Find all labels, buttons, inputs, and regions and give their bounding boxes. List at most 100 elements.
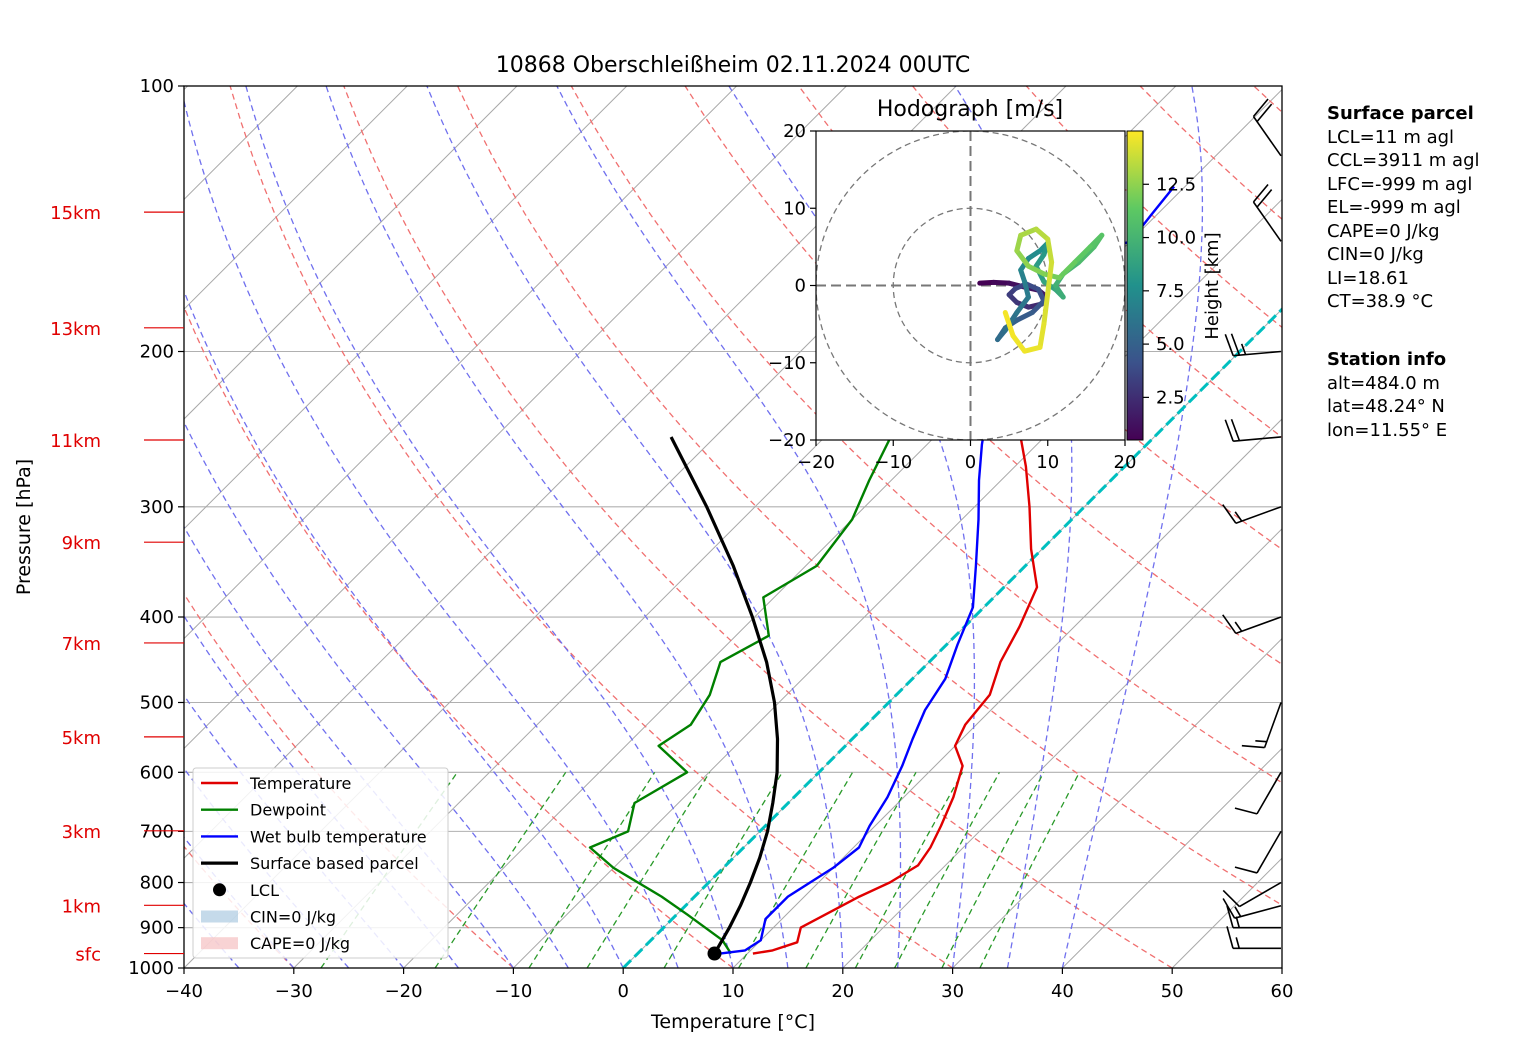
x-tick-label: −10 xyxy=(494,981,532,1002)
hodograph-segment xyxy=(1014,294,1031,316)
x-tick-label: −40 xyxy=(165,981,203,1002)
hodograph-segment xyxy=(1041,290,1051,327)
station-info-title: Station info xyxy=(1327,349,1447,370)
colorbar-tick-label: 7.5 xyxy=(1156,281,1185,302)
height-marker-label: 11km xyxy=(50,431,101,452)
mixing-ratio-line xyxy=(941,772,1045,968)
height-marker-label: sfc xyxy=(75,945,101,966)
barb-flag xyxy=(1226,905,1234,928)
legend: Temperature Dewpoint Wet bulb temperature S… xyxy=(192,767,449,959)
moist-adiabat xyxy=(184,289,624,968)
mixing-ratio-lines xyxy=(320,771,1081,968)
legend-label: CIN=0 J/kg xyxy=(250,908,336,927)
y-tick-label: 200 xyxy=(140,342,174,363)
barb-staff xyxy=(1233,350,1282,357)
colorbar-ticks: 2.5 5.0 7.5 10.0 12.5 xyxy=(1143,174,1196,408)
y-tick-label: 300 xyxy=(140,497,174,518)
height-marker-label: 5km xyxy=(62,728,101,749)
y-tick-label: 1000 xyxy=(128,958,174,979)
barb-staff xyxy=(1252,201,1282,242)
mixing-ratio-line xyxy=(586,771,711,968)
x-tick-label: 0 xyxy=(617,981,628,1002)
dry-adiabat xyxy=(229,86,953,968)
height-marker-label: 9km xyxy=(62,533,101,554)
hodograph-segment xyxy=(1014,310,1035,323)
parcel-line-lfc: LFC=-999 m agl xyxy=(1327,173,1473,195)
isotherm-line xyxy=(184,86,408,310)
wind-barb xyxy=(1252,98,1282,157)
moist-adiabat xyxy=(184,420,569,968)
barb-flag xyxy=(1222,898,1236,919)
legend-box xyxy=(192,767,449,959)
station-line-lat: lat=48.24° N xyxy=(1327,396,1445,417)
hodograph-title: Hodograph [m/s] xyxy=(877,97,1063,122)
parcel-line-ccl: CCL=3911 m agl xyxy=(1327,150,1480,171)
y-tick-label: 600 xyxy=(140,762,174,783)
wind-barb xyxy=(1222,898,1282,919)
barb-flag xyxy=(1226,926,1234,949)
hodograph-segment xyxy=(1033,226,1051,242)
barb-flag xyxy=(1230,418,1241,441)
x-tick-label: 30 xyxy=(941,981,964,1002)
legend-label: Wet bulb temperature xyxy=(250,827,427,846)
wind-barbs xyxy=(1222,98,1282,950)
hodograph-ticks: −20 −10 0 10 20 −20 −10 0 10 20 xyxy=(768,121,1136,473)
dry-adiabat xyxy=(457,86,1282,906)
station-line-lon: lon=11.55° E xyxy=(1327,419,1448,441)
legend-swatch-patch xyxy=(201,937,238,950)
hodograph-x-tick-label: 20 xyxy=(1114,452,1137,473)
isotherm-line xyxy=(513,198,1282,968)
height-marker-label: 3km xyxy=(62,822,101,843)
height-marker-label: 15km xyxy=(50,203,101,224)
legend-label: CAPE=0 J/kg xyxy=(250,934,350,953)
barb-flag xyxy=(1252,183,1269,203)
hodograph-segment xyxy=(1022,279,1031,300)
hodograph-segment xyxy=(1076,244,1097,265)
hodograph-x-tick-label: 0 xyxy=(965,452,976,473)
y-tick-label: 500 xyxy=(140,692,174,713)
barb-flag xyxy=(1222,504,1237,524)
dry-adiabat xyxy=(184,305,734,968)
wind-barb xyxy=(1226,926,1281,950)
mixing-ratio-line xyxy=(805,771,917,968)
x-tick-label: 20 xyxy=(831,981,854,1002)
moist-adiabat xyxy=(426,86,844,968)
hodograph-segment xyxy=(1002,310,1020,333)
parcel-line-lcl: LCL=11 m agl xyxy=(1327,126,1455,148)
x-axis-ticks: −40 −30 −20 −10 0 10 20 30 40 50 60 xyxy=(165,968,1293,1002)
barb-half-flag xyxy=(1234,906,1242,917)
colorbar-label: Height [km] xyxy=(1202,232,1223,339)
chart-title: 10868 Oberschleißheim 02.11.2024 00UTC xyxy=(496,53,971,78)
y-axis-label: Pressure [hPa] xyxy=(13,459,35,595)
legend-label: Surface based parcel xyxy=(250,854,419,873)
hodograph xyxy=(816,131,1125,440)
wind-barb xyxy=(1222,881,1282,908)
barb-flag xyxy=(1222,889,1240,908)
height-marker-label: 7km xyxy=(62,634,101,655)
y-axis-ticks: 1000 900 800 700 600 500 400 300 200 100 xyxy=(128,76,184,979)
mixing-ratio-line xyxy=(434,771,567,968)
hodograph-segment xyxy=(1087,232,1105,250)
isotherm-line xyxy=(184,86,628,530)
hodograph-segment xyxy=(1037,321,1047,350)
wind-barb xyxy=(1234,830,1282,874)
hodograph-y-tick-label: −10 xyxy=(768,353,806,374)
y-tick-label: 400 xyxy=(140,607,174,628)
hodograph-segment xyxy=(1025,263,1047,277)
hodograph-segment xyxy=(1045,236,1055,265)
hodograph-segment xyxy=(1072,244,1093,265)
barb-half-flag xyxy=(1235,937,1241,949)
isotherm-line xyxy=(184,86,847,750)
barb-half-flag xyxy=(1234,621,1243,632)
hodograph-segment xyxy=(1018,226,1039,238)
wind-barb xyxy=(1226,905,1281,929)
mixing-ratio-line xyxy=(738,771,854,968)
y-tick-label: 100 xyxy=(140,76,174,97)
x-tick-label: −30 xyxy=(275,981,313,1002)
lcl-marker xyxy=(707,946,722,961)
colorbar-tick-label: 2.5 xyxy=(1156,387,1185,408)
legend-swatch-dot xyxy=(213,883,226,897)
hodograph-x-tick-label: −20 xyxy=(797,452,835,473)
barb-flag xyxy=(1234,807,1258,815)
barb-flag xyxy=(1234,866,1258,874)
